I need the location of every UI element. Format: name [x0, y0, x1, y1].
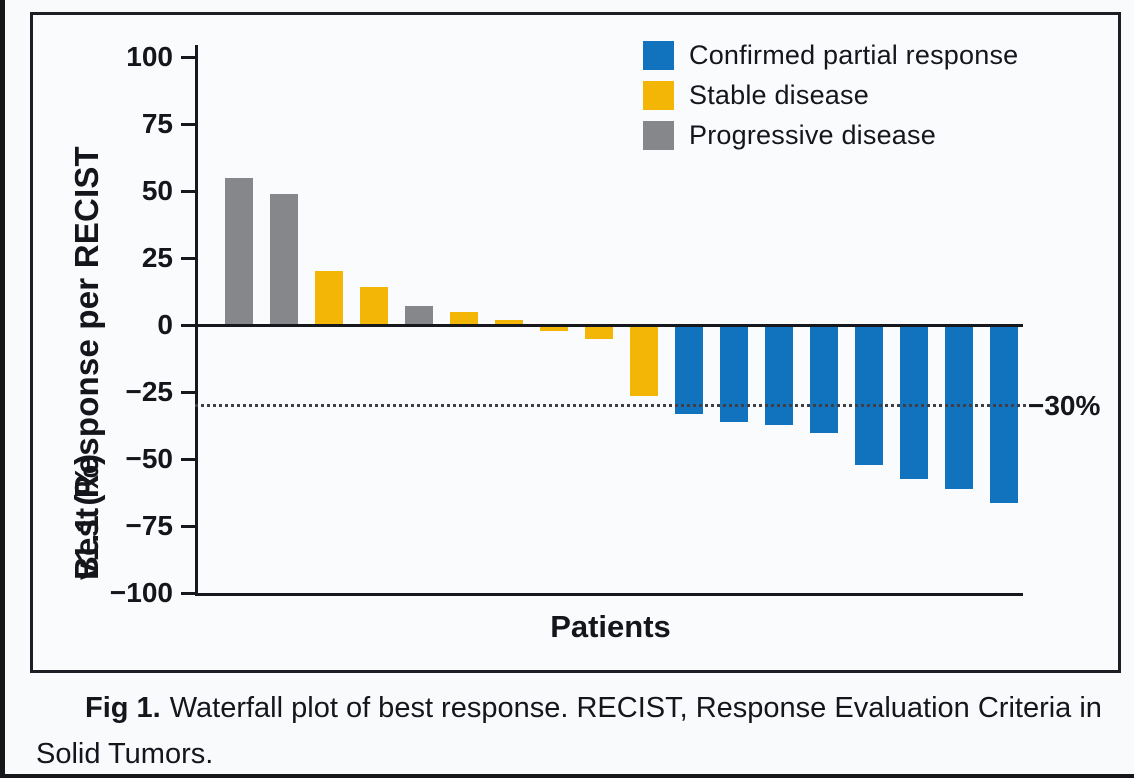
bar: [675, 325, 703, 415]
bar: [945, 325, 973, 490]
bar: [360, 287, 388, 326]
legend-swatch: [643, 41, 674, 70]
bar: [720, 325, 748, 423]
bar: [225, 177, 253, 326]
tick-label: −50: [125, 443, 174, 474]
tick-label: −75: [125, 510, 174, 541]
legend-label: Progressive disease: [689, 120, 936, 150]
legend: Confirmed partial response Stable disease…: [643, 40, 1019, 161]
tick-label: 25: [141, 242, 173, 273]
tick-mark: [181, 390, 195, 394]
y-axis-line: [195, 45, 198, 596]
threshold-label: −30%: [1028, 390, 1101, 421]
bar: [405, 306, 433, 326]
legend-item: Confirmed partial response: [643, 40, 1019, 70]
bar: [450, 311, 478, 326]
tick-label: −100: [109, 577, 173, 608]
legend-label: Confirmed partial response: [689, 40, 1019, 70]
x-axis-title: Patients: [550, 609, 671, 644]
y-axis-ticks: 100 75 50 25 0 −25 −50 −75 −100: [68, 43, 195, 607]
tick-mark: [181, 524, 195, 528]
bar: [585, 325, 613, 340]
tick-label: −25: [125, 376, 174, 407]
caption-text: Waterfall plot of best response. RECIST,…: [36, 692, 1102, 770]
bar: [855, 325, 883, 466]
figure-panel: Best Response per RECIST v1.1 (%) 100 75 5…: [30, 12, 1121, 673]
scan-edge-bottom: [0, 774, 1134, 778]
x-axis-line: [195, 593, 1023, 596]
bar: [495, 319, 523, 326]
tick-label: 0: [157, 309, 173, 340]
legend-swatch: [643, 81, 674, 110]
tick-mark: [181, 323, 195, 327]
bar: [315, 271, 343, 326]
scan-edge-left: [0, 0, 5, 778]
legend-label: Stable disease: [689, 80, 869, 110]
zero-line: [195, 323, 1023, 327]
tick-label: 75: [141, 108, 173, 139]
tick-mark: [181, 122, 195, 126]
tick-mark: [181, 457, 195, 461]
legend-swatch: [643, 121, 674, 150]
tick-mark: [181, 189, 195, 193]
bar: [270, 193, 298, 326]
bar: [990, 325, 1018, 503]
tick-mark: [181, 256, 195, 260]
bar: [765, 325, 793, 426]
caption-fig-label: Fig 1.: [85, 692, 161, 724]
threshold-line: [195, 403, 1026, 407]
bar: [900, 325, 928, 479]
legend-item: Progressive disease: [643, 120, 1018, 150]
plot-area: [195, 57, 1026, 593]
tick-mark: [181, 55, 195, 59]
legend-item: Stable disease: [643, 80, 1018, 110]
bar: [630, 325, 658, 396]
tick-label: 100: [126, 41, 173, 72]
bar: [810, 325, 838, 434]
tick-mark: [181, 591, 195, 595]
figure-caption: Fig 1. Waterfall plot of best response. R…: [36, 686, 1108, 778]
tick-label: 50: [141, 175, 173, 206]
bar: [540, 325, 568, 332]
